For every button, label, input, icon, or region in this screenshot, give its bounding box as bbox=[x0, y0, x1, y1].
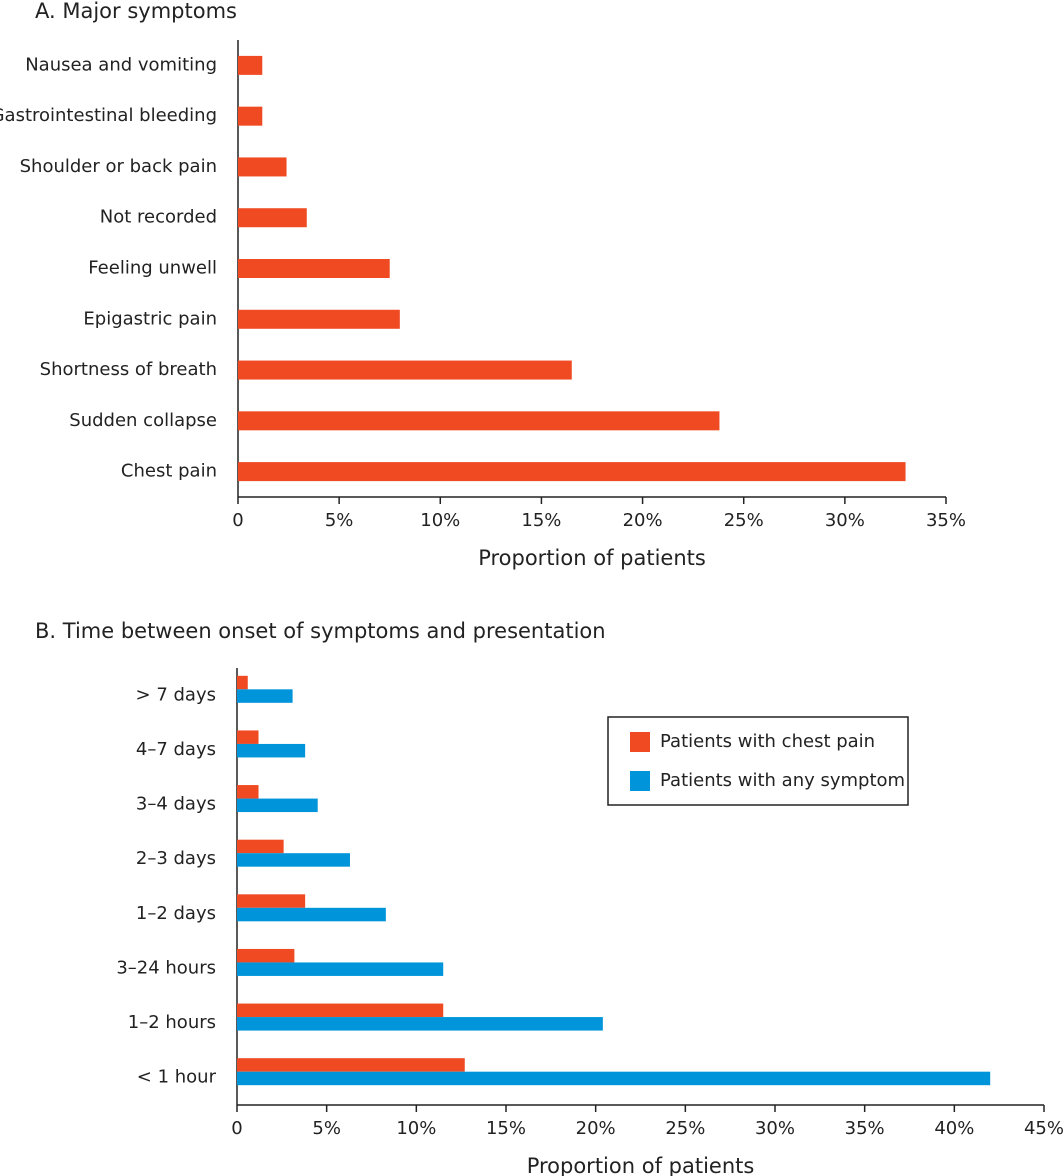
y-tick-label: < 1 hour bbox=[137, 1067, 217, 1088]
bar bbox=[237, 798, 318, 813]
bar bbox=[238, 55, 263, 75]
x-tick-label: 0 bbox=[231, 1118, 242, 1139]
bar bbox=[237, 730, 259, 744]
bar bbox=[238, 208, 307, 228]
y-tick-label: Gastrointestinal bleeding bbox=[0, 105, 217, 126]
x-tick-label: 5% bbox=[325, 510, 354, 531]
x-tick-label: 5% bbox=[312, 1118, 341, 1139]
legend-label: Patients with any symptom bbox=[660, 770, 905, 791]
x-tick-label: 45% bbox=[1024, 1118, 1064, 1139]
y-tick-label: 1–2 hours bbox=[128, 1012, 216, 1033]
x-tick-label: 20% bbox=[623, 510, 663, 531]
legend-swatch bbox=[630, 732, 650, 752]
bar bbox=[238, 157, 287, 177]
bar bbox=[237, 1017, 603, 1031]
x-tick-label: 0 bbox=[232, 510, 243, 531]
bar bbox=[237, 743, 306, 758]
y-tick-label: Shortness of breath bbox=[40, 359, 217, 380]
bar bbox=[237, 894, 306, 908]
y-tick-label: 3–24 hours bbox=[116, 957, 216, 978]
bar bbox=[237, 785, 259, 799]
bar bbox=[237, 1058, 465, 1072]
y-tick-label: Sudden collapse bbox=[69, 410, 217, 431]
y-tick-label: 3–4 days bbox=[136, 794, 216, 815]
bar bbox=[237, 948, 295, 963]
y-tick-label: 2–3 days bbox=[136, 848, 216, 869]
bar bbox=[238, 360, 572, 380]
bar bbox=[237, 1071, 991, 1086]
y-tick-label: Epigastric pain bbox=[83, 308, 217, 329]
y-tick-label: Nausea and vomiting bbox=[25, 54, 217, 75]
chart-title: A. Major symptoms bbox=[35, 0, 237, 23]
x-tick-label: 30% bbox=[825, 510, 865, 531]
bar bbox=[237, 962, 444, 976]
bar bbox=[237, 675, 248, 690]
y-tick-label: 4–7 days bbox=[136, 739, 216, 760]
x-tick-label: 15% bbox=[486, 1118, 526, 1139]
bar bbox=[238, 411, 720, 431]
x-tick-label: 30% bbox=[755, 1118, 795, 1139]
bar bbox=[238, 462, 906, 482]
legend-swatch bbox=[630, 771, 650, 791]
x-axis-label: Proportion of patients bbox=[478, 546, 706, 570]
x-tick-label: 25% bbox=[665, 1118, 705, 1139]
x-tick-label: 10% bbox=[420, 510, 460, 531]
y-tick-label: > 7 days bbox=[136, 684, 216, 705]
x-tick-label: 15% bbox=[521, 510, 561, 531]
bar bbox=[237, 907, 386, 922]
x-tick-label: 25% bbox=[724, 510, 764, 531]
bar bbox=[238, 259, 390, 278]
legend-box bbox=[607, 716, 909, 806]
x-tick-label: 40% bbox=[934, 1118, 974, 1139]
y-tick-label: Feeling unwell bbox=[88, 258, 217, 279]
y-tick-label: 1–2 days bbox=[136, 903, 216, 924]
bar bbox=[237, 853, 350, 867]
bar bbox=[237, 839, 284, 854]
x-tick-label: 20% bbox=[576, 1118, 616, 1139]
x-axis-label: Proportion of patients bbox=[527, 1154, 755, 1176]
bar bbox=[238, 309, 400, 329]
y-tick-label: Not recorded bbox=[100, 207, 217, 228]
bar bbox=[237, 689, 293, 703]
bar bbox=[238, 106, 263, 126]
bar bbox=[237, 1003, 444, 1018]
legend-label: Patients with chest pain bbox=[660, 731, 875, 752]
x-tick-label: 35% bbox=[926, 510, 966, 531]
y-tick-label: Chest pain bbox=[121, 461, 217, 482]
chart-title: B. Time between onset of symptoms and pr… bbox=[35, 619, 606, 643]
x-tick-label: 10% bbox=[396, 1118, 436, 1139]
y-tick-label: Shoulder or back pain bbox=[20, 156, 217, 177]
x-tick-label: 35% bbox=[845, 1118, 885, 1139]
